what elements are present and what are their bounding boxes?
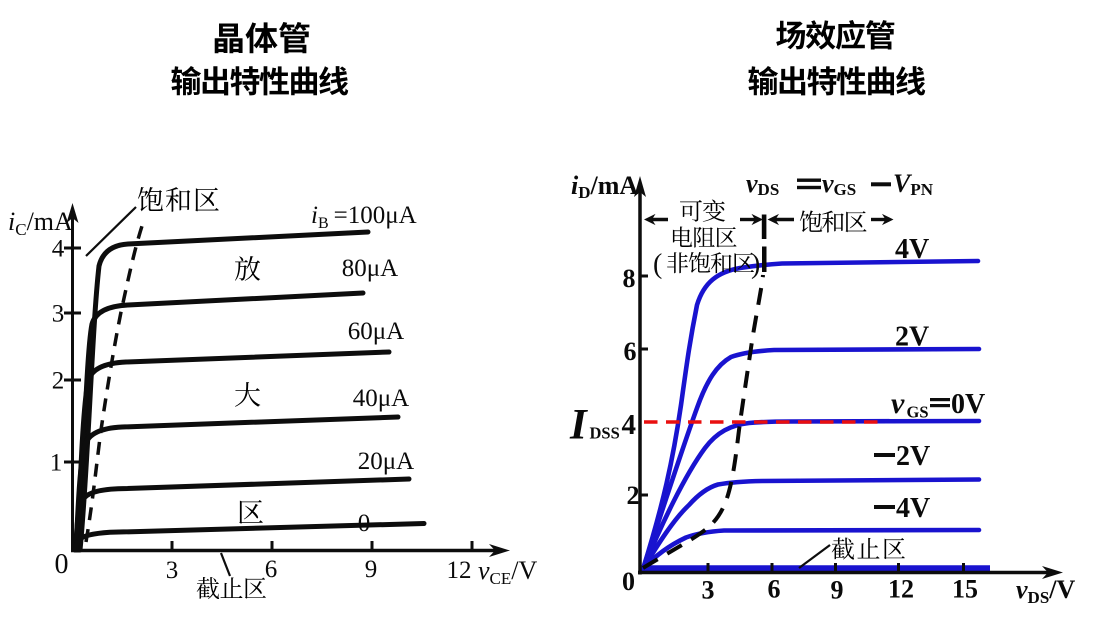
- svg-text:v: v: [891, 387, 905, 420]
- svg-text:GS: GS: [907, 403, 929, 422]
- svg-text:1: 1: [50, 450, 63, 477]
- svg-text:12: 12: [447, 557, 472, 584]
- svg-text:vDS: vDS: [746, 169, 779, 199]
- svg-text:iB =100μA: iB =100μA: [311, 202, 417, 232]
- svg-text:VPN: VPN: [893, 169, 934, 199]
- svg-text:40μA: 40μA: [353, 385, 409, 412]
- svg-text:3: 3: [166, 557, 179, 584]
- svg-text:20μA: 20μA: [358, 448, 414, 475]
- svg-text:I: I: [569, 402, 588, 449]
- svg-text:2: 2: [627, 481, 640, 510]
- svg-text:DSS: DSS: [590, 424, 620, 443]
- svg-text:9: 9: [365, 556, 378, 583]
- svg-text:60μA: 60μA: [348, 318, 404, 345]
- svg-text:): ): [751, 249, 760, 280]
- svg-text:80μA: 80μA: [342, 255, 398, 282]
- svg-text:iC/mA: iC/mA: [8, 207, 73, 239]
- svg-text:6: 6: [768, 575, 781, 604]
- svg-text:4V: 4V: [895, 234, 929, 265]
- svg-text:4V: 4V: [896, 493, 930, 524]
- svg-text:12: 12: [888, 575, 914, 604]
- svg-text:(: (: [653, 249, 662, 280]
- svg-text:0: 0: [358, 510, 371, 537]
- svg-text:4: 4: [52, 236, 65, 263]
- svg-text:0: 0: [622, 567, 635, 596]
- svg-text:iD/mA: iD/mA: [571, 171, 638, 202]
- svg-text:3: 3: [702, 576, 715, 605]
- svg-text:6: 6: [265, 556, 278, 583]
- svg-text:8: 8: [623, 264, 636, 293]
- svg-text:3: 3: [52, 301, 65, 328]
- svg-text:2: 2: [52, 368, 65, 395]
- svg-text:0: 0: [55, 549, 69, 580]
- svg-text:vGS: vGS: [822, 169, 856, 199]
- svg-text:vCE/V: vCE/V: [478, 556, 538, 588]
- svg-text:2V: 2V: [895, 322, 929, 353]
- svg-text:vDS/V: vDS/V: [1016, 575, 1076, 607]
- svg-text:15: 15: [952, 575, 978, 604]
- svg-text:2V: 2V: [896, 441, 930, 472]
- svg-text:9: 9: [831, 576, 844, 605]
- svg-text:4: 4: [622, 409, 637, 441]
- svg-text:0V: 0V: [951, 389, 985, 420]
- svg-text:6: 6: [624, 337, 637, 366]
